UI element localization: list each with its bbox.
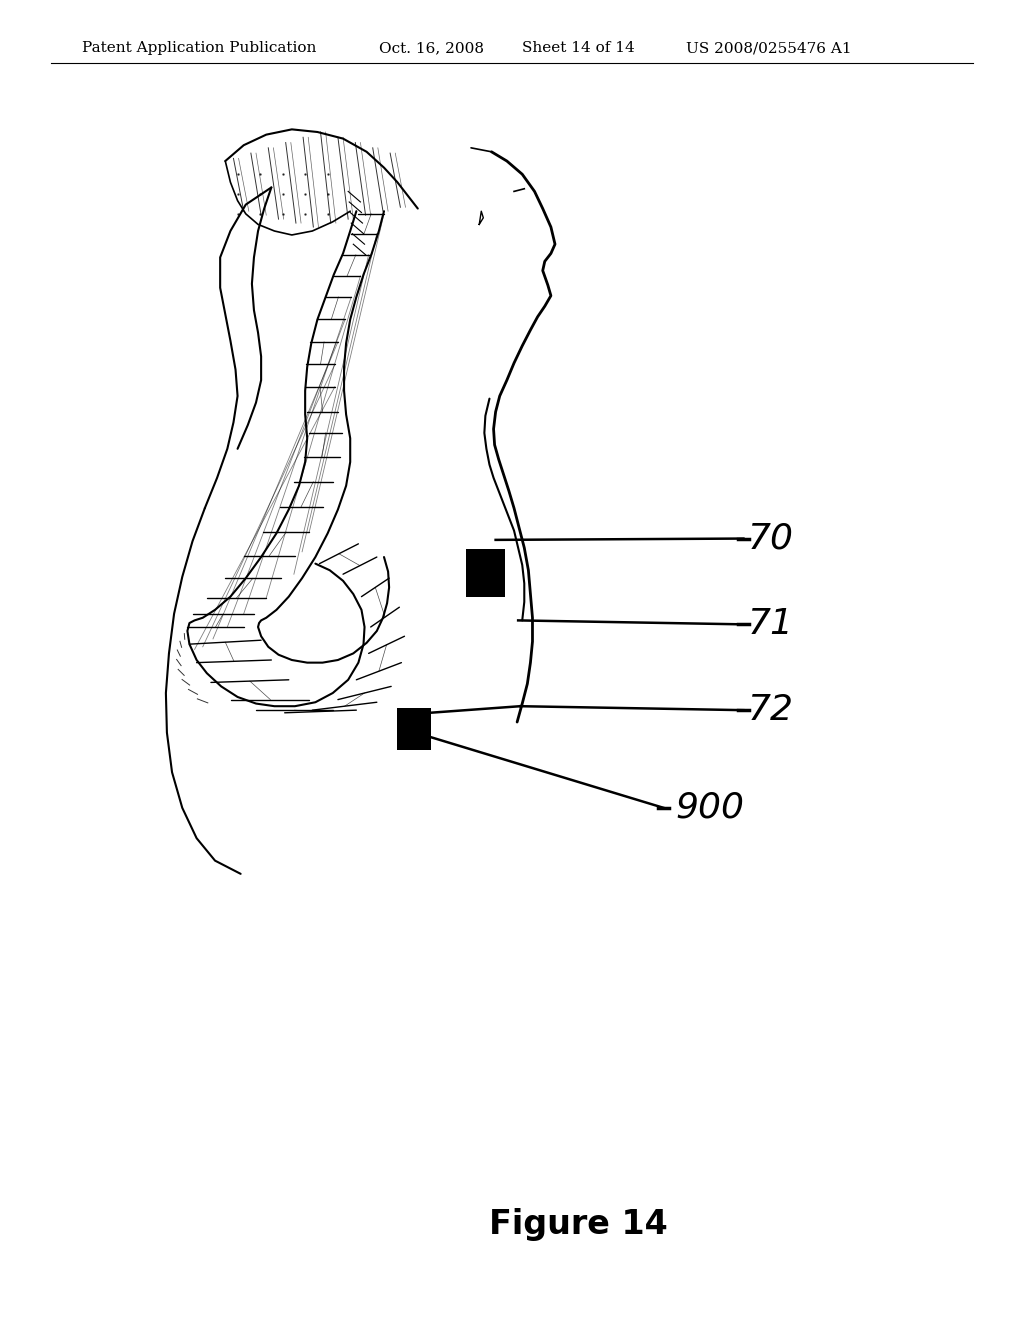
Text: Oct. 16, 2008: Oct. 16, 2008 [379, 41, 484, 55]
Text: Patent Application Publication: Patent Application Publication [82, 41, 316, 55]
Text: 71: 71 [748, 607, 794, 642]
Text: US 2008/0255476 A1: US 2008/0255476 A1 [686, 41, 852, 55]
Text: 72: 72 [748, 693, 794, 727]
Text: Sheet 14 of 14: Sheet 14 of 14 [522, 41, 635, 55]
Text: Figure 14: Figure 14 [489, 1209, 668, 1241]
Text: 70: 70 [748, 521, 794, 556]
Bar [397, 708, 431, 750]
Text: 900: 900 [676, 791, 744, 825]
Bar [466, 549, 505, 597]
